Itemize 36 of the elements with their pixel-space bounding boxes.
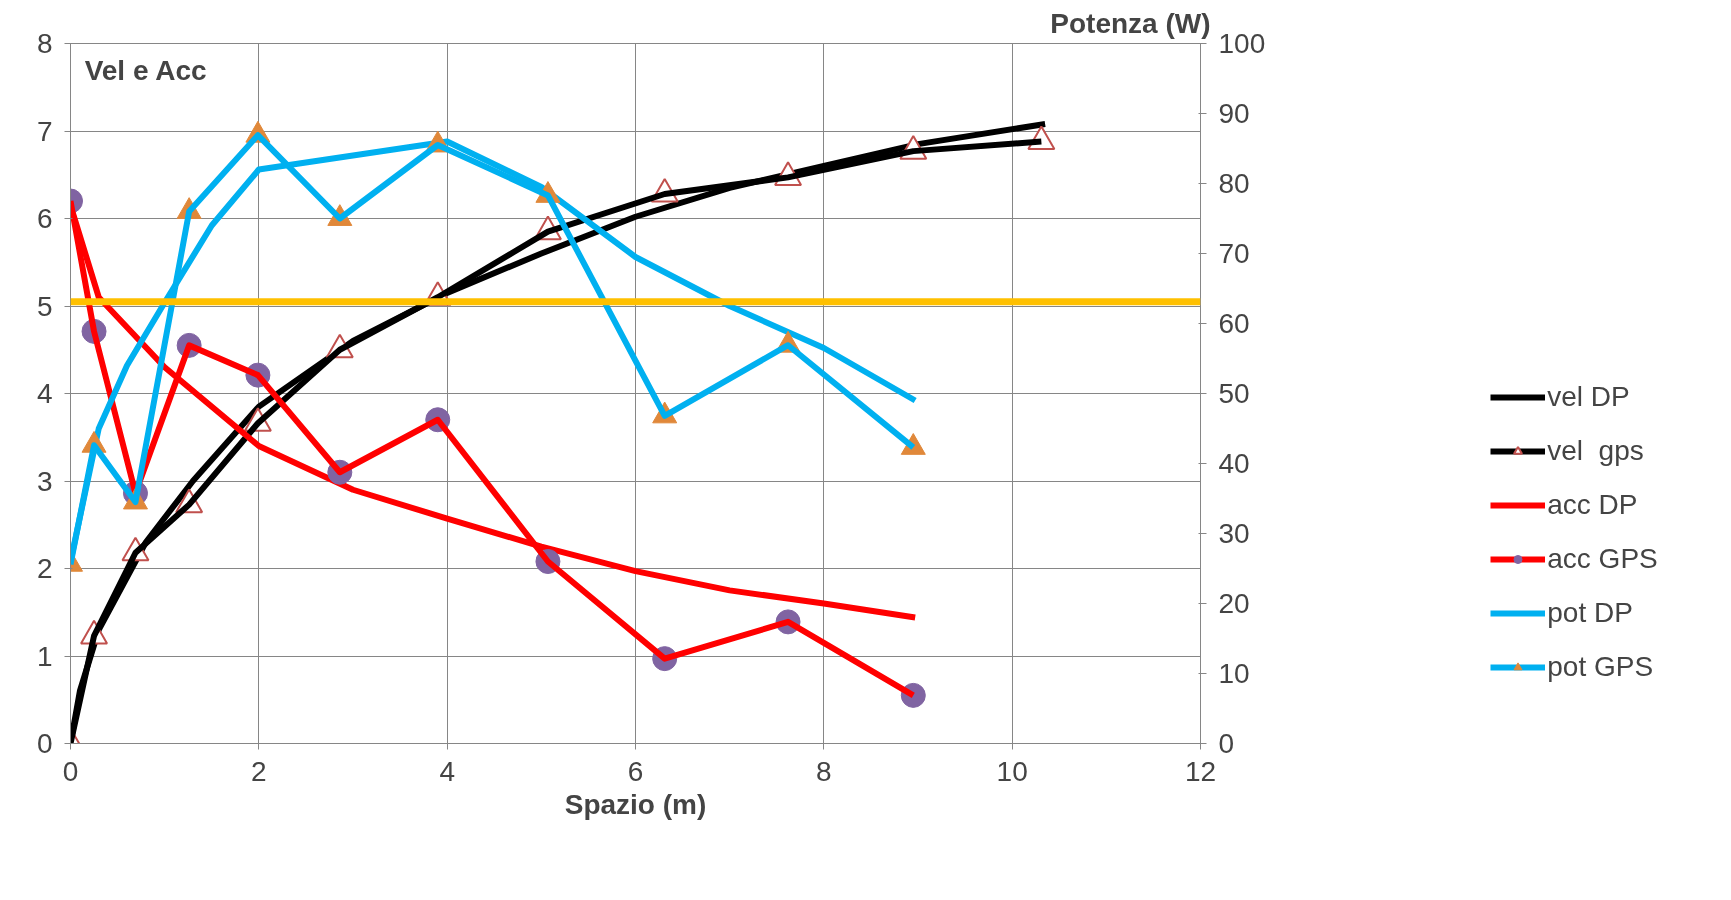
legend-label: vel DP [1547, 381, 1630, 413]
y-tick-label: 7 [36, 115, 53, 147]
y2-tick-label: 90 [1218, 98, 1250, 129]
y2-tick-label: 40 [1218, 448, 1250, 479]
y2-tick-label: 10 [1218, 658, 1250, 689]
y-tick-label: 3 [36, 465, 53, 497]
x-tick-label: 8 [816, 755, 832, 787]
legend-label: acc DP [1547, 489, 1638, 521]
y2-tick-label: 30 [1218, 518, 1250, 549]
legend-label: pot DP [1547, 597, 1633, 629]
legend-label: vel gps [1547, 435, 1644, 467]
y-tick-label: 2 [36, 553, 53, 584]
y2-tick-label: 0 [1218, 728, 1235, 759]
y-tick-label: 5 [36, 290, 53, 322]
x-tick-label: 4 [439, 755, 455, 787]
y2-tick-label: 100 [1218, 28, 1266, 59]
y2-tick-label: 70 [1218, 238, 1250, 269]
x-axis-title: Spazio (m) [564, 788, 707, 820]
y-axis-title: Vel e Acc [84, 54, 207, 86]
x-tick-label: 2 [251, 755, 267, 787]
y2-tick-label: 50 [1218, 378, 1250, 409]
legend-label: acc GPS [1547, 543, 1658, 575]
legend-label: pot GPS [1547, 651, 1654, 683]
y2-tick-label: 80 [1218, 168, 1250, 199]
y-tick-label: 0 [36, 728, 53, 759]
x-tick-label: 6 [627, 755, 644, 787]
y2-tick-label: 60 [1218, 308, 1250, 339]
x-tick-label: 0 [62, 755, 79, 787]
y-tick-label: 8 [36, 28, 53, 59]
y2-axis-title: Potenza (W) [1050, 7, 1211, 39]
y-tick-label: 4 [36, 378, 53, 409]
y2-tick-label: 20 [1218, 588, 1250, 619]
y-tick-label: 1 [36, 640, 53, 672]
y-tick-label: 6 [36, 203, 53, 234]
x-tick-label: 10 [996, 755, 1028, 787]
x-tick-label: 12 [1184, 755, 1217, 787]
